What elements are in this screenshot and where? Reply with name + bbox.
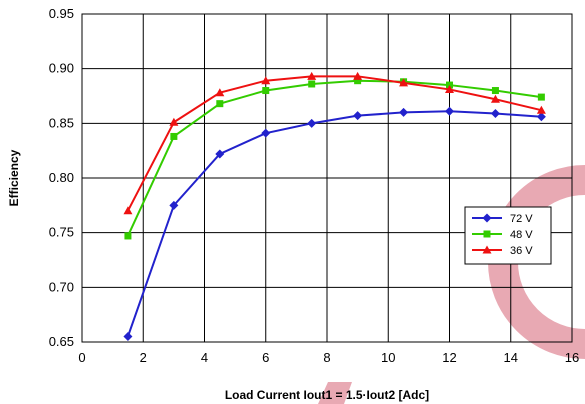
series-layer [123,71,546,342]
series-line-48v [127,79,542,237]
y-axis: 0.65 0.70 0.75 0.80 0.85 0.90 0.95 [49,6,74,349]
y-tick-label: 0.65 [49,334,74,349]
series-72v [123,106,546,342]
data-point-48v [124,232,132,240]
x-axis-title: Load Current Iout1 = 1.5·Iout2 [Adc] [225,388,429,402]
data-point-36v [490,94,500,103]
data-point-72v [399,107,409,117]
data-point-48v [308,80,316,88]
x-tick-label: 2 [140,350,147,365]
data-point-72v [536,112,546,122]
x-tick-label: 8 [323,350,330,365]
x-tick-label: 14 [504,350,518,365]
y-tick-label: 0.95 [49,6,74,21]
x-tick-label: 10 [381,350,395,365]
data-point-72v [307,118,317,128]
series-line-36v [127,75,542,212]
legend-marker [482,245,492,254]
x-tick-label: 12 [442,350,456,365]
data-point-72v [123,332,133,342]
data-point-36v [399,78,409,87]
legend-label: 36 V [510,245,533,257]
data-point-36v [307,71,317,80]
y-tick-label: 0.90 [49,61,74,76]
data-point-72v [490,108,500,118]
y-tick-label: 0.75 [49,225,74,240]
x-tick-label: 16 [565,350,579,365]
y-tick-label: 0.85 [49,115,74,130]
data-point-36v [536,105,546,114]
data-point-72v [445,106,454,116]
legend: 72 V 48 V 36 V [464,206,552,265]
series-36v [123,71,546,215]
data-point-72v [353,111,363,121]
data-point-36v [169,117,179,126]
data-point-48v [537,93,545,101]
data-point-72v [215,149,225,159]
data-point-36v [261,76,271,85]
data-point-36v [215,88,225,97]
legend-label: 72 V [510,213,533,225]
legend-item-48v: 48 V [472,229,533,241]
x-tick-label: 4 [201,350,208,365]
watermark-stroke [318,382,352,404]
data-point-48v [491,87,499,95]
data-point-36v [353,71,363,80]
data-point-72v [261,128,271,138]
x-axis: 0 2 4 6 8 10 12 14 16 [78,350,579,365]
legend-marker [483,230,491,238]
x-tick-label: 0 [78,350,85,365]
data-point-48v [170,132,178,140]
data-point-48v [354,77,362,85]
legend-item-36v: 36 V [472,245,533,257]
legend-marker [482,213,492,223]
plot-area [81,13,573,343]
data-point-48v [216,100,224,108]
data-point-48v [262,87,270,95]
y-tick-label: 0.80 [49,170,74,185]
y-axis-title: Efficiency [7,149,21,206]
series-line-72v [126,110,542,337]
data-point-36v [445,84,454,93]
legend-label: 48 V [510,229,533,241]
y-tick-label: 0.70 [49,279,74,294]
data-point-72v [169,200,179,210]
legend-item-72v: 72 V [472,213,533,225]
x-tick-label: 6 [262,350,269,365]
data-point-36v [123,206,133,215]
legend-box [464,206,552,265]
